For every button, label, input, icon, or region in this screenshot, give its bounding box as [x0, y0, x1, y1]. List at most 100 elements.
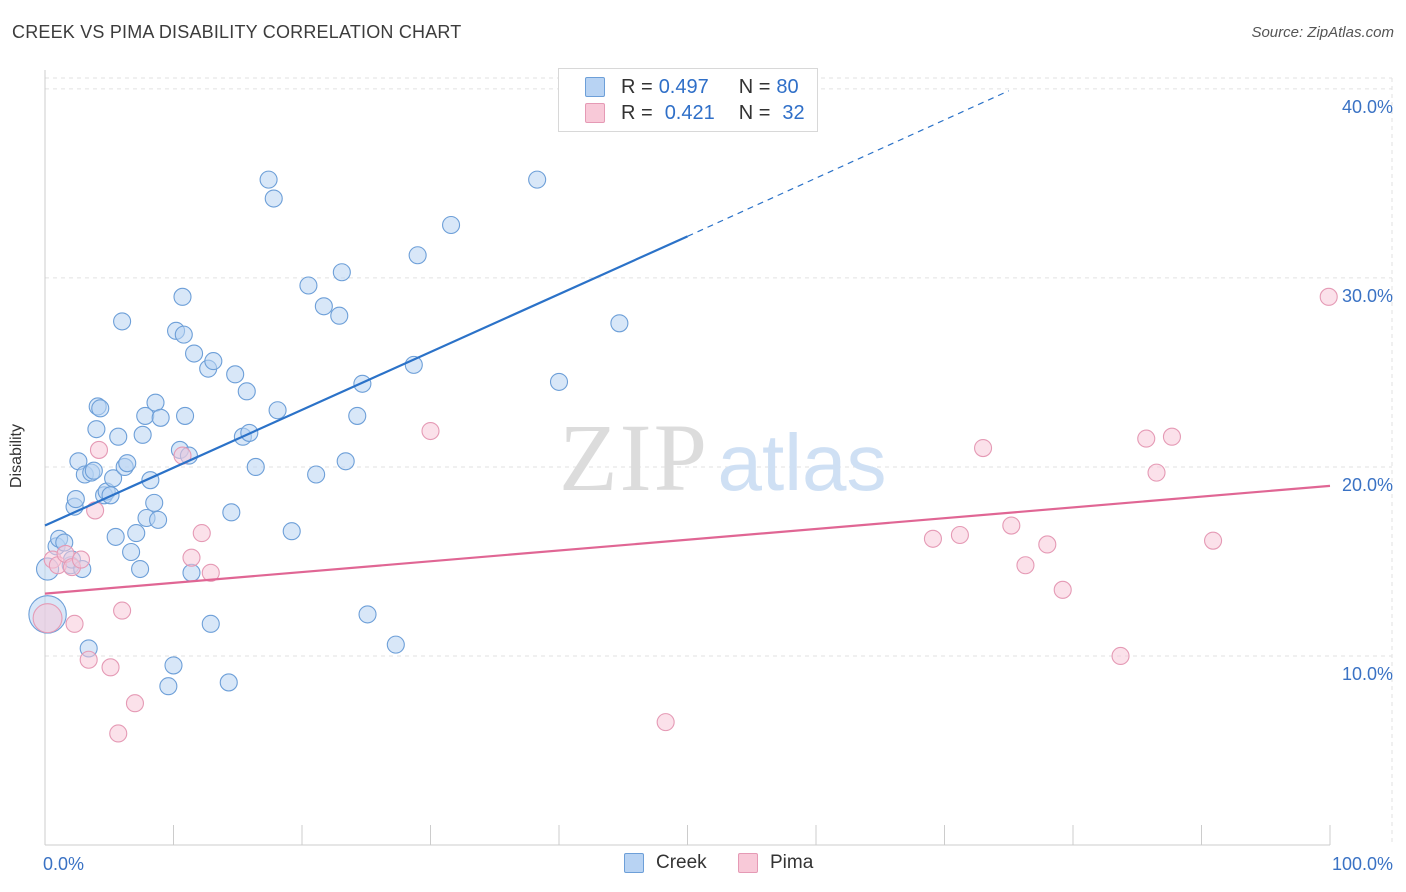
- pima-points: [32, 287, 1338, 743]
- creek-point-8: [66, 490, 85, 509]
- creek-point-24: [113, 312, 132, 331]
- creek-point-53: [226, 365, 245, 384]
- chart-title: CREEK VS PIMA DISABILITY CORRELATION CHA…: [12, 22, 462, 42]
- creek-trend-extension: [687, 90, 1009, 237]
- pima-point-21: [950, 525, 969, 545]
- source-credit: Source: ZipAtlas.com: [1251, 24, 1394, 41]
- y-tick-label-40: 40.0%: [1342, 97, 1393, 117]
- legend-row-creek: R = 0.497 N = 80: [559, 74, 799, 100]
- pima-point-26: [1053, 580, 1072, 599]
- creek-point-44: [176, 406, 195, 425]
- y-tick-label-10: 10.0%: [1342, 664, 1393, 684]
- creek-point-57: [246, 457, 265, 477]
- creek-n-label: N =: [738, 75, 771, 98]
- creek-point-38: [159, 677, 178, 696]
- legend-creek-label: Creek: [656, 852, 707, 873]
- pima-point-31: [1204, 531, 1223, 550]
- creek-point-43: [174, 325, 193, 344]
- creek-point-70: [358, 605, 377, 624]
- creek-point-50: [204, 352, 223, 371]
- creek-n-value: 80: [776, 75, 799, 98]
- creek-point-61: [282, 522, 301, 541]
- pima-point-10: [101, 658, 120, 677]
- pima-point-11: [109, 724, 128, 743]
- pima-point-28: [1137, 429, 1156, 448]
- creek-point-75: [528, 170, 547, 189]
- creek-point-58: [259, 170, 278, 189]
- pima-point-18: [421, 421, 440, 441]
- creek-point-26: [118, 454, 137, 473]
- creek-point-66: [332, 263, 351, 282]
- pima-point-17: [201, 563, 220, 582]
- creek-point-42: [173, 287, 192, 306]
- pima-point-22: [973, 438, 993, 458]
- pima-point-0: [32, 603, 63, 634]
- pima-point-13: [125, 694, 144, 713]
- pima-point-5: [65, 614, 84, 633]
- creek-point-59: [264, 189, 283, 208]
- pima-trend-line: [44, 484, 1331, 595]
- pima-point-30: [1162, 427, 1181, 446]
- creek-point-14: [84, 461, 103, 480]
- pima-point-19: [656, 713, 675, 732]
- creek-point-63: [307, 465, 326, 484]
- series-legend: Creek Pima: [0, 852, 1406, 876]
- x-tick-label-100: 100.0%: [1332, 854, 1393, 874]
- creek-point-29: [131, 559, 150, 579]
- legend-item-pima[interactable]: Pima: [738, 852, 813, 874]
- pima-swatch: [585, 103, 605, 123]
- creek-point-49: [201, 614, 220, 633]
- creek-point-60: [268, 401, 287, 420]
- creek-point-77: [610, 314, 629, 333]
- pima-point-20: [923, 529, 942, 548]
- watermark-atlas: atlas: [718, 418, 887, 507]
- pima-point-32: [1319, 287, 1338, 306]
- watermark: ZIP atlas: [559, 404, 886, 511]
- y-tick-label-30: 30.0%: [1342, 286, 1393, 306]
- creek-trend-line: [44, 235, 688, 527]
- y-tick-label-20: 20.0%: [1342, 475, 1393, 495]
- creek-point-51: [219, 673, 238, 692]
- pima-point-6: [71, 550, 91, 569]
- correlation-legend: R = 0.497 N = 80 R = 0.421 N = 32: [558, 68, 818, 132]
- legend-pima-label: Pima: [770, 852, 814, 873]
- pima-point-7: [79, 650, 98, 669]
- creek-point-67: [336, 452, 355, 471]
- pima-n-value: 32: [782, 101, 805, 124]
- creek-point-46: [182, 563, 201, 582]
- creek-point-47: [185, 344, 204, 363]
- creek-point-15: [87, 420, 106, 439]
- pima-point-9: [89, 440, 109, 459]
- creek-point-39: [164, 656, 183, 675]
- axes: [44, 70, 1331, 846]
- creek-point-28: [127, 524, 146, 543]
- creek-point-17: [91, 399, 110, 418]
- creek-point-65: [330, 306, 349, 325]
- legend-item-creek[interactable]: Creek: [624, 852, 707, 874]
- tick-labels: 10.0% 20.0% 30.0% 40.0% 0.0% 100.0%: [43, 97, 1393, 874]
- creek-point-73: [408, 246, 427, 265]
- creek-swatch: [585, 77, 605, 97]
- creek-point-55: [237, 382, 256, 401]
- pima-point-25: [1038, 535, 1057, 554]
- pima-point-29: [1147, 463, 1166, 482]
- pima-point-23: [1002, 516, 1021, 535]
- creek-point-23: [109, 427, 128, 446]
- y-axis-label: Disability: [8, 423, 25, 489]
- creek-point-71: [386, 635, 405, 654]
- creek-point-68: [348, 406, 367, 425]
- creek-point-34: [145, 493, 164, 512]
- legend-creek-swatch: [624, 853, 644, 873]
- creek-point-64: [314, 297, 333, 316]
- watermark-zip: ZIP: [559, 404, 709, 511]
- creek-r-value: 0.497: [658, 75, 709, 98]
- pima-point-12: [113, 601, 132, 620]
- creek-point-36: [149, 510, 168, 529]
- pima-point-16: [192, 524, 211, 543]
- pima-n-label: N =: [738, 101, 771, 124]
- creek-point-74: [442, 215, 461, 235]
- legend-row-pima: R = 0.421 N = 32: [559, 100, 805, 126]
- pima-r-label: R =: [621, 101, 653, 124]
- creek-point-27: [122, 542, 141, 562]
